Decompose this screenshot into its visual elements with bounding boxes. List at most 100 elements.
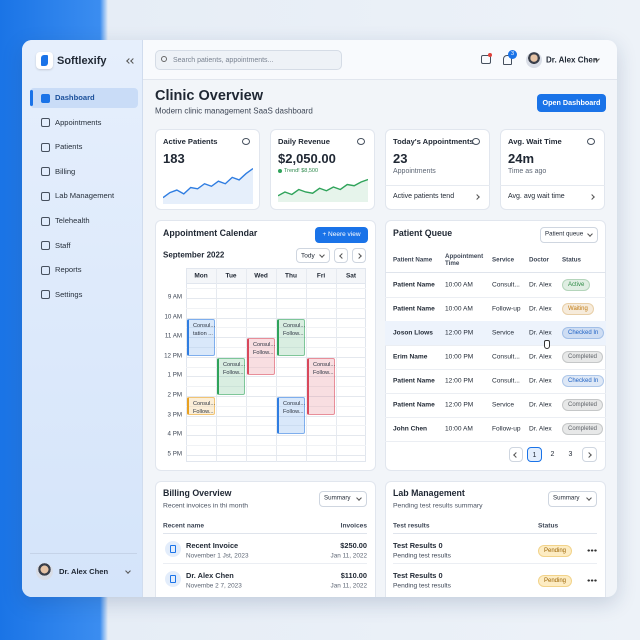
sidebar-avatar [36, 563, 53, 580]
card-subtext: Time as ago [508, 168, 547, 176]
hour-line [186, 376, 366, 378]
nav-label: Reports [55, 265, 82, 275]
column-header: Recent name [163, 522, 205, 530]
sparkline-area [163, 168, 253, 204]
header-avatar[interactable] [526, 52, 542, 68]
column-header: Doctor [529, 256, 549, 264]
next-button[interactable] [352, 248, 366, 263]
dropdown-label: Summary [324, 494, 351, 502]
invoice-name: Dr. Alex Chen [186, 570, 234, 580]
status-pill: Pending [538, 575, 573, 587]
page-button[interactable]: 3 [568, 451, 573, 458]
table-cell: Follow-up [492, 425, 521, 433]
calendar-event[interactable]: Consul... Follow... [187, 397, 215, 415]
page-button[interactable]: 1 [527, 447, 542, 462]
card-value: $2,050.00 [278, 150, 336, 166]
column-header: Test results [393, 522, 430, 530]
table-header-line [163, 533, 367, 534]
panel-title: Billing Overview [163, 488, 232, 499]
nav-label: Billing [55, 166, 76, 176]
day-label: Sat [345, 272, 357, 280]
bell-icon[interactable] [503, 55, 512, 65]
table-cell: Dr. Alex [529, 377, 552, 385]
invoice-amount: $110.00 [340, 570, 367, 580]
hour-line [186, 454, 366, 456]
open-dashboard-button[interactable]: Open Dashboard [537, 94, 606, 112]
row-divider [385, 297, 606, 298]
time-label: 11 AM [164, 332, 182, 340]
nav-icon [41, 290, 50, 300]
table-cell: Dr. Alex [529, 281, 552, 289]
sparkline-area [278, 179, 368, 202]
prev-button[interactable] [334, 248, 348, 263]
column-header: Status [562, 256, 581, 264]
invoice-icon [165, 541, 181, 557]
lab-dropdown[interactable] [548, 491, 597, 507]
event-text: Consul... [193, 322, 216, 329]
logo-mark [41, 55, 48, 66]
nav-label: Patients [55, 142, 83, 152]
table-cell: Joson Llows [393, 329, 433, 337]
time-label: 2 PM [167, 391, 182, 399]
invoice-doc [170, 545, 176, 553]
card-value: 23 [393, 150, 408, 166]
table-cell: Patient Name [393, 281, 435, 289]
page-button[interactable]: 2 [550, 451, 555, 458]
card-title: Avg. Wait Time [508, 136, 562, 146]
status-pill: Completed [562, 399, 604, 411]
card-value: 24m [508, 150, 535, 166]
page-prev[interactable] [509, 447, 523, 462]
calendar-event[interactable]: Consul... Follow... [277, 318, 305, 356]
page-next[interactable] [582, 447, 597, 462]
hour-line [186, 415, 366, 417]
card-link[interactable]: Active patients tend [393, 193, 455, 201]
event-text: Consul... [283, 400, 306, 407]
user-menu-chevron[interactable] [125, 568, 131, 574]
calendar-new-button[interactable]: + Neere view [315, 227, 368, 243]
event-text: Consul... [313, 361, 336, 368]
queue-dropdown[interactable] [540, 227, 598, 243]
search-box[interactable] [155, 50, 342, 70]
calendar-event[interactable]: Consul... Follow... [277, 397, 306, 435]
calendar-event[interactable]: Consul... Follow... [247, 338, 276, 376]
inbox-icon [481, 55, 491, 64]
table-header-line [393, 533, 597, 534]
row-divider [385, 345, 606, 346]
table-cell: Dr. Alex [529, 425, 552, 433]
nav-label: Settings [55, 289, 83, 299]
nav-icon [41, 167, 50, 177]
test-name: Test Results 0 [393, 570, 443, 580]
table-cell: 12:00 PM [445, 377, 474, 385]
event-text: Consul... [253, 342, 276, 349]
nav-label: Telehealth [55, 215, 90, 225]
card-icon [242, 138, 250, 145]
half-hour-line [186, 445, 366, 446]
calendar-event[interactable]: Consul... Follow... [307, 357, 336, 415]
table-cell: John Chen [393, 425, 428, 433]
hour-line [186, 337, 366, 339]
billing-dropdown[interactable] [319, 491, 367, 507]
calendar-month: September 2022 [163, 250, 225, 260]
nav-icon [41, 142, 50, 152]
nav-active-bar [30, 90, 33, 106]
card-link[interactable]: Avg. avg wait time [508, 193, 565, 201]
more-button[interactable] [587, 549, 597, 552]
invoice-due: Jan 11, 2022 [330, 552, 367, 560]
hour-line [186, 435, 366, 437]
event-text: tation ... [193, 330, 213, 337]
table-cell: 12:00 PM [445, 329, 474, 337]
more-button[interactable] [587, 579, 597, 582]
half-hour-line [186, 405, 366, 407]
time-label: 5 PM [167, 450, 182, 458]
view-label: Tody [301, 252, 315, 260]
invoice-icon [165, 571, 181, 587]
column-header: Service [492, 256, 515, 264]
nav-item[interactable] [30, 88, 138, 108]
table-cell: 10:00 PM [445, 353, 474, 361]
calendar-event[interactable]: Consul... Follow... [217, 357, 245, 395]
calendar-event[interactable]: Consul... tation ... [187, 318, 216, 356]
table-cell: Dr. Alex [529, 305, 552, 313]
table-cell: Patient Name [393, 305, 435, 313]
table-cell: Dr. Alex [529, 401, 552, 409]
view-dropdown[interactable] [296, 248, 330, 263]
